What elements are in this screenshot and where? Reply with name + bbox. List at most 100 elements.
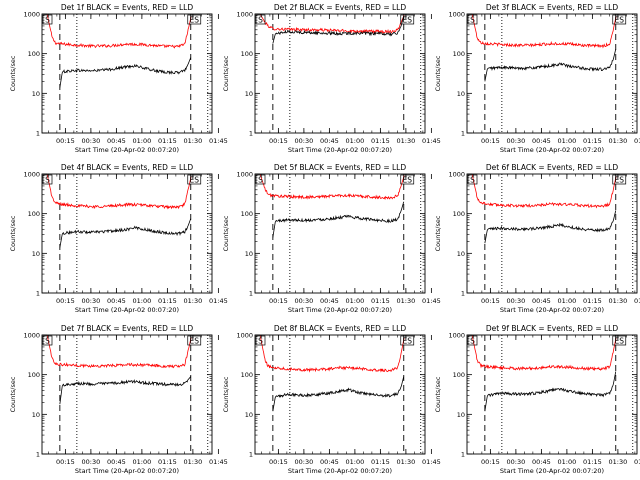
y-tick-label: 1000 — [23, 171, 40, 179]
x-tick-label: 01:45 — [209, 137, 228, 145]
y-axis-label: Counts/sec — [222, 215, 230, 251]
x-axis-label: Start Time (20-Apr-02 00:07:20) — [288, 146, 392, 154]
y-tick-label: 1 — [461, 130, 465, 138]
y-tick-label: 10 — [245, 250, 253, 258]
x-tick-label: 00:30 — [295, 297, 314, 305]
end-marker-box — [400, 335, 415, 346]
y-tick-label: 100 — [28, 371, 40, 379]
y-tick-label: 10 — [457, 90, 465, 98]
y-tick-label: 10 — [457, 411, 465, 419]
plot-frame — [254, 334, 426, 455]
end-marker-label: ES — [190, 337, 200, 346]
x-tick-label: 01:15 — [158, 458, 177, 466]
events-rate-line — [272, 201, 405, 238]
end-marker-box — [187, 174, 202, 185]
x-tick-label: 01:30 — [609, 297, 628, 305]
x-tick-label: 00:45 — [320, 458, 339, 466]
end-marker-box — [612, 335, 627, 346]
panel-det-2: Det 2f BLACK = Events, RED = LLD Counts/s… — [222, 3, 441, 154]
lld-rate-line — [471, 14, 617, 49]
x-tick-label: 00:45 — [532, 458, 551, 466]
x-tick-label: 01:00 — [558, 137, 577, 145]
x-tick-label: 01:00 — [558, 297, 577, 305]
start-marker-label: S — [470, 16, 475, 25]
x-tick-label: 00:30 — [295, 137, 314, 145]
panel-title: Det 3f BLACK = Events, RED = LLD — [486, 3, 619, 12]
end-marker-box — [400, 14, 415, 25]
events-rate-line — [272, 15, 405, 44]
y-tick-label: 1 — [249, 290, 253, 298]
x-tick-label: 00:30 — [82, 297, 101, 305]
plot-frame — [466, 173, 638, 294]
panel-title: Det 4f BLACK = Events, RED = LLD — [61, 163, 194, 172]
start-marker-box — [255, 174, 266, 185]
events-rate-line — [272, 376, 405, 412]
x-tick-label: 01:15 — [583, 458, 602, 466]
x-tick-label: 01:30 — [397, 297, 416, 305]
x-tick-label: 01:15 — [371, 458, 390, 466]
x-tick-label: 00:30 — [295, 458, 314, 466]
events-rate-line — [59, 376, 192, 405]
y-tick-label: 1000 — [448, 11, 465, 19]
events-rate-line — [484, 371, 617, 412]
start-marker-box — [467, 335, 478, 346]
x-tick-label: 00:15 — [269, 458, 288, 466]
start-marker-label: S — [258, 337, 263, 346]
y-axis-label: Counts/sec — [434, 376, 442, 412]
x-tick-label: 00:15 — [56, 297, 75, 305]
x-tick-label: 01:00 — [346, 137, 365, 145]
start-marker-label: S — [45, 16, 50, 25]
y-tick-label: 1000 — [236, 11, 253, 19]
y-tick-label: 100 — [241, 50, 253, 58]
panel-title: Det 1f BLACK = Events, RED = LLD — [61, 3, 194, 12]
x-tick-label: 01:15 — [371, 297, 390, 305]
end-marker-box — [612, 174, 627, 185]
x-tick-label: 00:45 — [320, 297, 339, 305]
end-marker-label: ES — [403, 337, 413, 346]
x-tick-label: 00:45 — [107, 137, 126, 145]
y-tick-label: 1 — [36, 130, 40, 138]
start-marker-box — [42, 335, 53, 346]
x-tick-label: 01:30 — [184, 458, 203, 466]
start-marker-box — [42, 14, 53, 25]
x-tick-label: 01:45 — [422, 137, 441, 145]
panel-det-3: Det 3f BLACK = Events, RED = LLD Counts/s… — [434, 3, 640, 154]
panel-title: Det 8f BLACK = Events, RED = LLD — [274, 324, 407, 333]
x-tick-label: 00:30 — [82, 458, 101, 466]
y-axis-label: Counts/sec — [434, 215, 442, 251]
panel-det-9: Det 9f BLACK = Events, RED = LLD Counts/s… — [434, 324, 640, 475]
lld-rate-line — [259, 335, 405, 373]
x-tick-label: 01:45 — [209, 297, 228, 305]
lld-rate-line — [471, 335, 617, 372]
y-tick-label: 1000 — [23, 11, 40, 19]
start-marker-label: S — [470, 337, 475, 346]
x-tick-label: 01:00 — [133, 458, 152, 466]
x-axis-label: Start Time (20-Apr-02 00:07:20) — [75, 146, 179, 154]
x-tick-label: 01:45 — [422, 458, 441, 466]
y-tick-label: 1000 — [23, 332, 40, 340]
end-marker-label: ES — [615, 337, 625, 346]
x-tick-label: 00:45 — [107, 458, 126, 466]
plot-frame — [254, 173, 426, 294]
x-tick-label: 01:15 — [158, 137, 177, 145]
plot-frame — [41, 13, 213, 134]
start-marker-label: S — [45, 337, 50, 346]
x-tick-label: 00:15 — [481, 297, 500, 305]
panel-title: Det 2f BLACK = Events, RED = LLD — [274, 3, 407, 12]
y-tick-label: 10 — [32, 90, 40, 98]
y-axis-label: Counts/sec — [222, 376, 230, 412]
lld-rate-line — [471, 174, 617, 209]
x-tick-label: 00:45 — [532, 297, 551, 305]
start-marker-box — [42, 174, 53, 185]
y-tick-label: 1000 — [236, 332, 253, 340]
y-tick-label: 100 — [241, 371, 253, 379]
events-rate-line — [59, 218, 192, 248]
x-tick-label: 01:15 — [583, 297, 602, 305]
y-tick-label: 10 — [32, 250, 40, 258]
end-marker-label: ES — [190, 176, 200, 185]
x-axis-label: Start Time (20-Apr-02 00:07:20) — [288, 306, 392, 314]
x-tick-label: 01:45 — [422, 297, 441, 305]
y-axis-label: Counts/sec — [9, 215, 17, 251]
x-tick-label: 00:30 — [507, 297, 526, 305]
